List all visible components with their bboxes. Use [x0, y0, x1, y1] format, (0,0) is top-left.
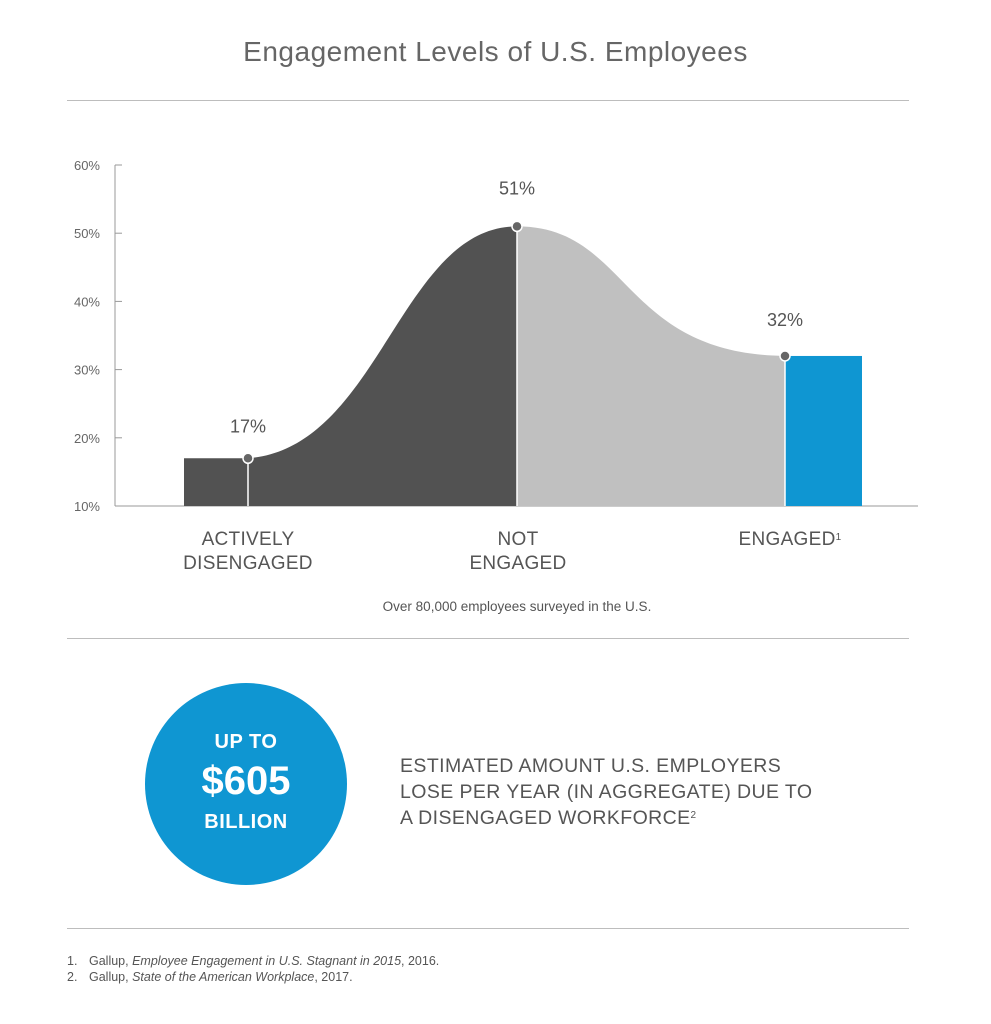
y-tick-label: 60% — [74, 158, 100, 173]
y-tick-label: 10% — [74, 499, 100, 514]
y-tick-label: 50% — [74, 226, 100, 241]
footnote-marker-1: 1 — [835, 532, 842, 543]
divider-middle — [67, 638, 909, 639]
data-label: 17% — [230, 416, 266, 436]
series-area-actively-disengaged — [184, 226, 517, 506]
data-point — [511, 220, 523, 233]
callout-prefix: UP TO — [214, 731, 278, 753]
data-label: 51% — [499, 178, 535, 198]
category-label-actively-disengaged: ACTIVELY DISENGAGED — [183, 529, 313, 574]
y-tick-label: 30% — [74, 363, 100, 378]
survey-note: Over 80,000 employees surveyed in the U.… — [382, 599, 652, 614]
estimate-text: ESTIMATED AMOUNT U.S. EMPLOYERS LOSE PER… — [400, 755, 813, 829]
callout-amount: $605 — [201, 759, 291, 803]
y-tick-label: 40% — [74, 294, 100, 309]
engagement-chart: 60% 50% 40% 30% 20% 10% 17% 51% 32% — [74, 158, 918, 514]
data-label: 32% — [767, 310, 803, 330]
callout-unit: BILLION — [204, 811, 288, 833]
footnote-2: 2. Gallup, State of the American Workplac… — [67, 970, 353, 984]
series-bar-engaged — [785, 355, 862, 506]
chart-title: Engagement Levels of U.S. Employees — [243, 36, 748, 67]
series-area-not-engaged — [517, 226, 785, 506]
divider-bottom — [67, 928, 909, 929]
category-label-engaged: ENGAGED1 — [738, 529, 842, 550]
data-point — [779, 350, 791, 362]
footnote-1: 1. Gallup, Employee Engagement in U.S. St… — [67, 954, 440, 968]
category-label-not-engaged: NOT ENGAGED — [469, 529, 567, 574]
y-tick-label: 20% — [74, 431, 100, 446]
cost-callout-circle: UP TO $605 BILLION — [145, 683, 347, 885]
data-point — [242, 452, 254, 465]
footnote-marker-2: 2 — [690, 810, 697, 821]
divider-top — [67, 100, 909, 101]
